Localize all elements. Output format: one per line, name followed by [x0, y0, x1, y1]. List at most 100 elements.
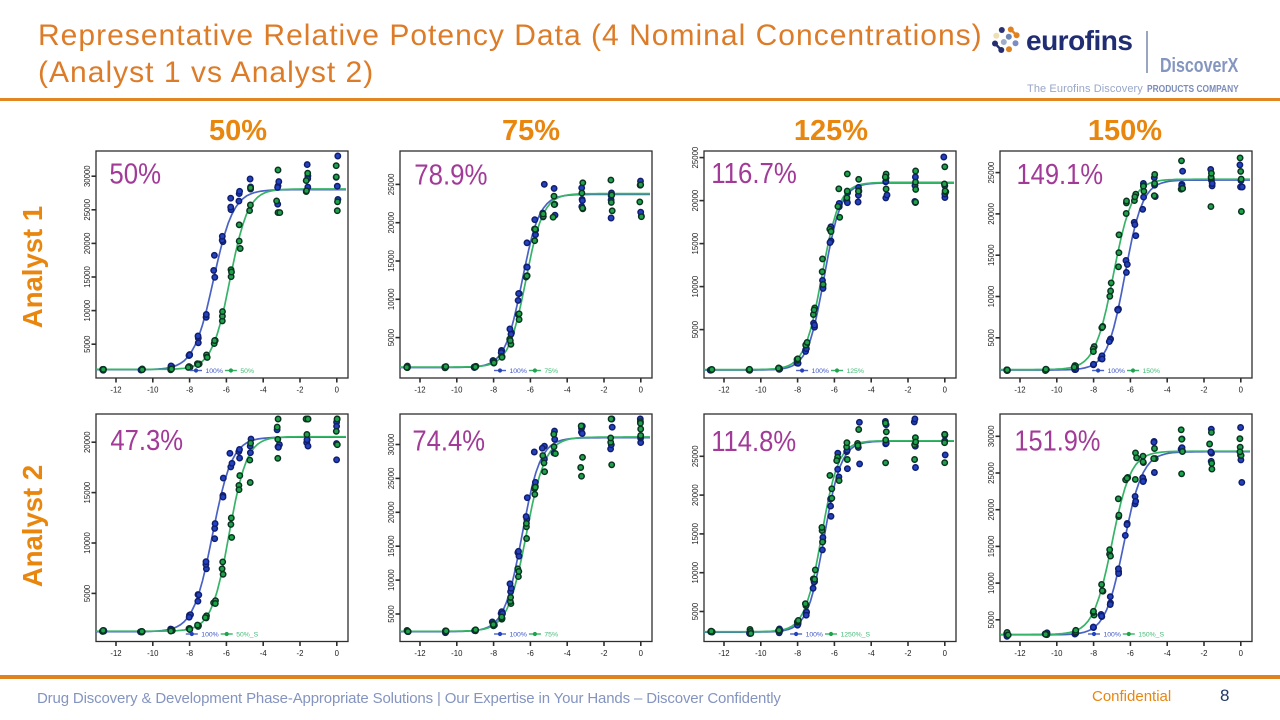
- svg-text:-10: -10: [451, 649, 463, 658]
- svg-text:116.7%: 116.7%: [711, 158, 797, 190]
- svg-text:10000: 10000: [691, 561, 700, 583]
- svg-text:-8: -8: [186, 386, 193, 395]
- svg-text:149.1%: 149.1%: [1017, 159, 1104, 191]
- svg-text:10000: 10000: [387, 569, 396, 591]
- svg-text:15000: 15000: [987, 244, 996, 266]
- svg-text:0: 0: [943, 649, 948, 658]
- svg-text:15000: 15000: [83, 265, 92, 287]
- svg-text:0: 0: [335, 386, 340, 395]
- svg-text:75%: 75%: [544, 368, 558, 375]
- svg-text:30000: 30000: [387, 433, 396, 455]
- svg-text:100%: 100%: [806, 631, 823, 638]
- svg-text:-4: -4: [1164, 649, 1172, 658]
- svg-text:-12: -12: [1014, 649, 1025, 658]
- svg-text:50%: 50%: [240, 368, 254, 375]
- svg-text:-10: -10: [147, 649, 159, 658]
- svg-text:5000: 5000: [83, 335, 92, 353]
- svg-text:20000: 20000: [83, 431, 92, 453]
- svg-text:15000: 15000: [83, 481, 92, 503]
- svg-text:-4: -4: [564, 386, 572, 395]
- svg-text:5000: 5000: [987, 610, 996, 628]
- svg-text:-4: -4: [564, 649, 572, 658]
- svg-text:-10: -10: [147, 386, 159, 395]
- svg-text:-8: -8: [1090, 386, 1097, 395]
- svg-text:75%: 75%: [544, 631, 558, 638]
- svg-text:25000: 25000: [83, 198, 92, 220]
- svg-text:20000: 20000: [387, 501, 396, 523]
- svg-text:0: 0: [639, 649, 644, 658]
- svg-text:10000: 10000: [83, 531, 92, 553]
- svg-text:20000: 20000: [987, 498, 996, 520]
- svg-text:150%: 150%: [1143, 368, 1160, 375]
- svg-text:-4: -4: [868, 386, 876, 395]
- svg-text:20000: 20000: [987, 202, 996, 224]
- svg-text:5000: 5000: [387, 605, 396, 623]
- svg-text:-10: -10: [755, 649, 767, 658]
- svg-text:5000: 5000: [691, 602, 700, 620]
- svg-text:-10: -10: [451, 386, 463, 395]
- svg-text:114.8%: 114.8%: [711, 426, 796, 458]
- svg-text:0: 0: [1239, 649, 1244, 658]
- svg-text:-2: -2: [905, 386, 912, 395]
- svg-text:20000: 20000: [83, 232, 92, 254]
- svg-text:10000: 10000: [83, 299, 92, 321]
- svg-text:-12: -12: [718, 386, 729, 395]
- svg-text:100%: 100%: [206, 368, 223, 375]
- svg-text:-10: -10: [1051, 649, 1063, 658]
- svg-text:-8: -8: [490, 386, 497, 395]
- svg-text:-12: -12: [414, 386, 425, 395]
- svg-text:30000: 30000: [83, 165, 92, 187]
- svg-text:15000: 15000: [387, 535, 396, 557]
- svg-text:-6: -6: [527, 649, 534, 658]
- svg-text:25000: 25000: [987, 161, 996, 183]
- svg-text:0: 0: [1239, 386, 1244, 395]
- svg-text:-10: -10: [1051, 386, 1063, 395]
- svg-text:74.4%: 74.4%: [412, 426, 485, 458]
- svg-text:100%: 100%: [510, 368, 527, 375]
- svg-text:25000: 25000: [387, 173, 396, 195]
- svg-text:-2: -2: [601, 386, 608, 395]
- svg-text:-6: -6: [223, 649, 230, 658]
- svg-text:125%: 125%: [847, 368, 864, 375]
- svg-text:100%: 100%: [201, 631, 218, 638]
- svg-text:-8: -8: [490, 649, 497, 658]
- svg-text:100%: 100%: [1108, 368, 1125, 375]
- svg-text:-4: -4: [260, 649, 268, 658]
- svg-text:10000: 10000: [987, 285, 996, 307]
- svg-text:15000: 15000: [691, 522, 700, 544]
- svg-text:-2: -2: [1201, 649, 1208, 658]
- svg-text:5000: 5000: [691, 320, 700, 338]
- svg-text:-2: -2: [297, 386, 304, 395]
- svg-text:-2: -2: [905, 649, 912, 658]
- svg-text:25000: 25000: [987, 461, 996, 483]
- svg-text:25000: 25000: [387, 467, 396, 489]
- svg-text:-6: -6: [831, 386, 838, 395]
- svg-text:15000: 15000: [691, 232, 700, 254]
- svg-text:-8: -8: [1090, 649, 1097, 658]
- svg-text:-12: -12: [110, 649, 121, 658]
- svg-text:1250%_S: 1250%_S: [841, 631, 871, 638]
- svg-text:50%: 50%: [109, 159, 161, 191]
- svg-text:15000: 15000: [987, 535, 996, 557]
- svg-text:0: 0: [943, 386, 948, 395]
- svg-text:15000: 15000: [387, 249, 396, 271]
- svg-text:-6: -6: [1127, 386, 1134, 395]
- svg-text:10000: 10000: [987, 572, 996, 594]
- svg-text:10000: 10000: [691, 275, 700, 297]
- svg-text:-6: -6: [527, 386, 534, 395]
- svg-text:-8: -8: [794, 649, 801, 658]
- svg-text:0: 0: [639, 386, 644, 395]
- svg-text:25000: 25000: [691, 146, 700, 168]
- svg-text:-12: -12: [414, 649, 425, 658]
- svg-text:78.9%: 78.9%: [414, 160, 487, 192]
- svg-text:151.9%: 151.9%: [1014, 426, 1100, 458]
- svg-text:-12: -12: [110, 386, 121, 395]
- svg-text:-2: -2: [1201, 386, 1208, 395]
- svg-text:20000: 20000: [691, 189, 700, 211]
- svg-text:-4: -4: [868, 649, 876, 658]
- svg-text:-12: -12: [1014, 386, 1025, 395]
- svg-text:-6: -6: [1127, 649, 1134, 658]
- svg-text:30000: 30000: [987, 425, 996, 447]
- svg-text:-6: -6: [831, 649, 838, 658]
- svg-text:-2: -2: [297, 649, 304, 658]
